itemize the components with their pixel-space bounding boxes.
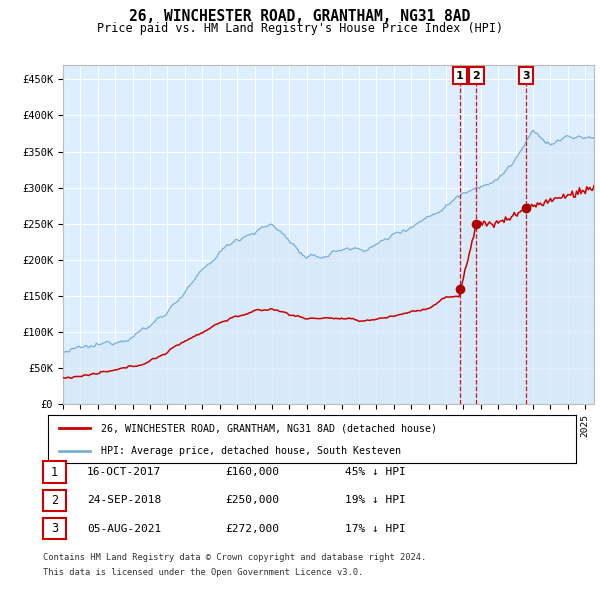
Text: This data is licensed under the Open Government Licence v3.0.: This data is licensed under the Open Gov… [43,568,364,577]
Text: 45% ↓ HPI: 45% ↓ HPI [345,467,406,477]
Text: Price paid vs. HM Land Registry's House Price Index (HPI): Price paid vs. HM Land Registry's House … [97,22,503,35]
Text: 1: 1 [456,71,464,81]
Text: 2: 2 [473,71,481,81]
Text: 24-SEP-2018: 24-SEP-2018 [87,496,161,505]
Text: 3: 3 [51,522,58,535]
Text: Contains HM Land Registry data © Crown copyright and database right 2024.: Contains HM Land Registry data © Crown c… [43,553,427,562]
Text: HPI: Average price, detached house, South Kesteven: HPI: Average price, detached house, Sout… [101,446,401,456]
Text: £272,000: £272,000 [225,524,279,533]
Text: £160,000: £160,000 [225,467,279,477]
Text: 05-AUG-2021: 05-AUG-2021 [87,524,161,533]
Text: 1: 1 [51,466,58,478]
Text: 17% ↓ HPI: 17% ↓ HPI [345,524,406,533]
Text: 26, WINCHESTER ROAD, GRANTHAM, NG31 8AD (detached house): 26, WINCHESTER ROAD, GRANTHAM, NG31 8AD … [101,423,437,433]
Text: 2: 2 [51,494,58,507]
Text: 26, WINCHESTER ROAD, GRANTHAM, NG31 8AD: 26, WINCHESTER ROAD, GRANTHAM, NG31 8AD [130,9,470,24]
Text: £250,000: £250,000 [225,496,279,505]
Text: 19% ↓ HPI: 19% ↓ HPI [345,496,406,505]
Text: 3: 3 [522,71,530,81]
Text: 16-OCT-2017: 16-OCT-2017 [87,467,161,477]
